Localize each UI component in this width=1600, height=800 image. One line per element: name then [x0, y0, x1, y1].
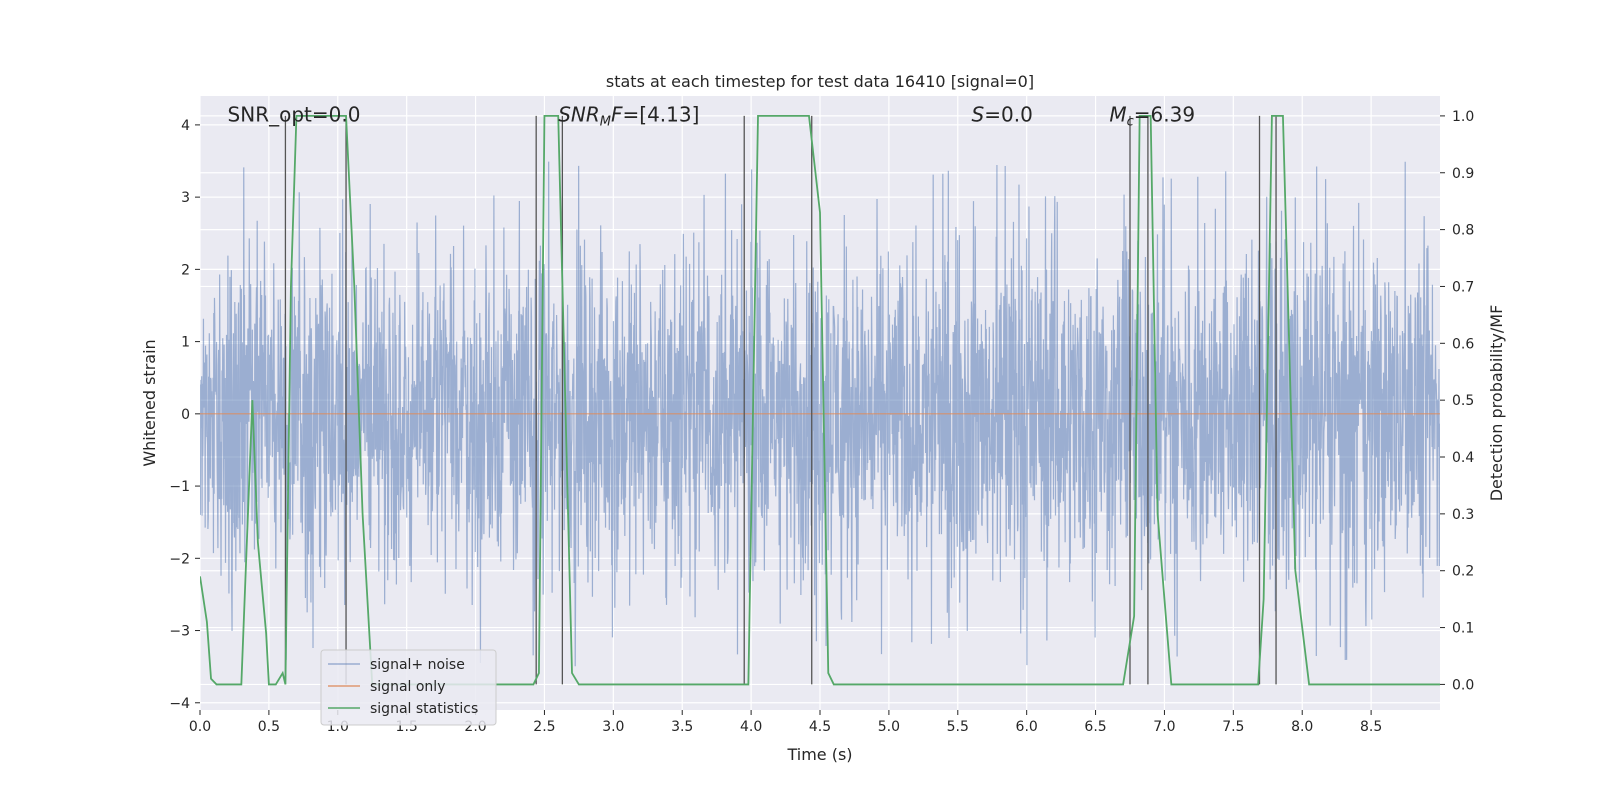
- y2-tick-label: 0.6: [1452, 336, 1474, 352]
- annotation-text: SNRMF=[4.13]: [558, 102, 699, 129]
- x-tick-label: 6.0: [1016, 719, 1038, 735]
- chart-title: stats at each timestep for test data 164…: [606, 72, 1034, 91]
- y2-tick-label: 0.2: [1452, 564, 1474, 580]
- x-tick-label: 8.5: [1360, 719, 1382, 735]
- y-tick-label: 3: [181, 190, 190, 206]
- x-tick-label: 2.5: [533, 719, 555, 735]
- x-tick-label: 0.5: [258, 719, 280, 735]
- axis-ticks: 0.0 0.5 1.0 1.5 2.0 2.5 3.0 3.5 4.0 4.5 5.0 5.5 6.0 6…: [169, 109, 1474, 735]
- y2-tick-label: 0.5: [1452, 393, 1474, 409]
- x-tick-label: 6.5: [1084, 719, 1106, 735]
- y2-tick-label: 0.1: [1452, 621, 1474, 637]
- x-tick-label: 7.5: [1222, 719, 1244, 735]
- signal-statistics-line: [200, 115, 1440, 686]
- legend: signal+ noise signal only signal statist…: [320, 649, 497, 726]
- y2-tick-label: 0.7: [1452, 279, 1474, 295]
- noise-line: [200, 161, 1440, 667]
- x-tick-label: 3.0: [602, 719, 624, 735]
- y-tick-label: 4: [181, 118, 190, 134]
- y2-tick-label: 0.4: [1452, 450, 1474, 466]
- y-tick-label: 2: [181, 262, 190, 278]
- annotations: SNR_opt=0.0 SNRMF=[4.13] S=0.0 Mc=6.39: [228, 102, 1195, 129]
- vertical-markers: [284, 115, 1277, 685]
- y2-tick-label: 0.8: [1452, 223, 1474, 239]
- x-tick-label: 8.0: [1291, 719, 1313, 735]
- y-tick-label: −2: [169, 551, 190, 567]
- x-tick-label: 0.0: [189, 719, 211, 735]
- x-tick-label: 7.0: [1153, 719, 1175, 735]
- annotation-text: SNR_opt=0.0: [228, 102, 361, 126]
- y-axis-label: Whitened strain: [140, 339, 159, 466]
- y-tick-label: −3: [169, 624, 190, 640]
- series-signal-statistics: [200, 115, 1440, 686]
- x-axis-label: Time (s): [786, 745, 852, 764]
- annotation-text: Mc=6.39: [1109, 102, 1195, 129]
- legend-box: [320, 649, 497, 726]
- y-tick-label: 0: [181, 407, 190, 423]
- y2-tick-label: 0.9: [1452, 166, 1474, 182]
- y2-tick-label: 0.3: [1452, 507, 1474, 523]
- legend-label-stats: signal statistics: [370, 701, 478, 717]
- y-tick-label: −1: [169, 479, 190, 495]
- y-tick-label: −4: [169, 696, 190, 712]
- y2-axis-label: Detection probability/MF: [1487, 305, 1506, 502]
- legend-label-signal: signal only: [370, 679, 445, 695]
- annotation-text: S=0.0: [972, 102, 1033, 126]
- x-tick-label: 3.5: [671, 719, 693, 735]
- y2-tick-label: 1.0: [1452, 109, 1474, 125]
- x-tick-label: 5.0: [878, 719, 900, 735]
- x-tick-label: 4.0: [740, 719, 762, 735]
- x-tick-label: 5.5: [947, 719, 969, 735]
- legend-label-noise: signal+ noise: [370, 657, 465, 673]
- x-tick-label: 4.5: [809, 719, 831, 735]
- series-signal-noise: [200, 161, 1440, 667]
- y2-tick-label: 0.0: [1452, 677, 1474, 693]
- y-tick-label: 1: [181, 335, 190, 351]
